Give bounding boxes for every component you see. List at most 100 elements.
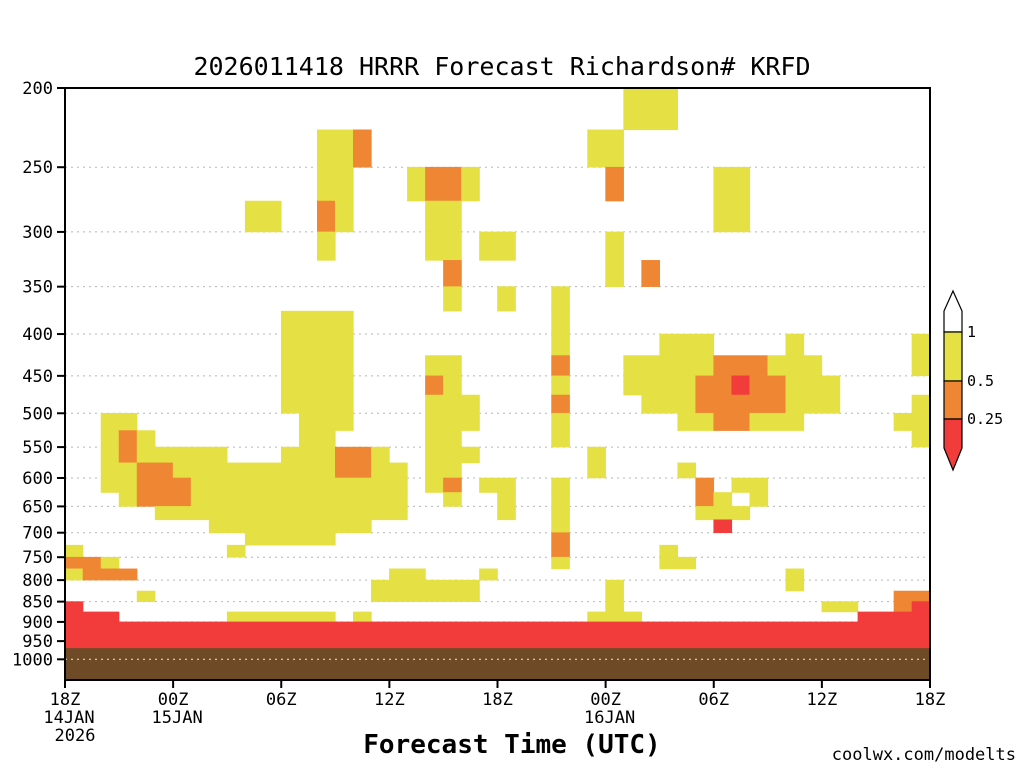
heatmap-cell xyxy=(659,544,679,558)
heatmap-cell xyxy=(551,430,570,448)
y-tick-label: 900 xyxy=(22,613,53,633)
heatmap-cell xyxy=(587,611,642,623)
axes: 200 250 300 350 400 450 500 550 600 650 700 750 8008… xyxy=(12,79,945,746)
heatmap-cell xyxy=(316,129,354,168)
heatmap-cell xyxy=(893,601,913,613)
heatmap-cell xyxy=(605,231,624,261)
colorbar-label: 0.5 xyxy=(967,372,994,390)
x-tick-date-label: 15JAN xyxy=(152,708,203,728)
colorbar-segment-above-1 xyxy=(943,289,963,333)
heatmap-cell xyxy=(100,446,120,464)
y-tick-label: 250 xyxy=(22,158,53,178)
colorbar: 1 0.5 0.25 xyxy=(943,289,1003,472)
heatmap-cell xyxy=(551,556,570,570)
heatmap-cell xyxy=(64,601,84,613)
colorbar-label: 1 xyxy=(967,323,976,341)
heatmap-cell xyxy=(136,590,156,602)
heatmap-cell xyxy=(767,355,823,377)
heatmap-cell xyxy=(821,601,859,613)
heatmap-cell xyxy=(677,412,715,431)
heatmap-cell xyxy=(911,355,931,377)
heatmap-cell xyxy=(190,492,408,507)
surface-terrain-band xyxy=(65,648,930,680)
heatmap-cell xyxy=(713,166,751,202)
heatmap-cell xyxy=(461,166,480,202)
x-tick-label: 00Z xyxy=(590,690,621,710)
heatmap-cell xyxy=(118,492,138,507)
surface-band xyxy=(65,648,930,680)
y-tick-label: 400 xyxy=(22,325,53,345)
y-tick-label: 200 xyxy=(22,79,53,99)
heatmap-cell xyxy=(623,355,715,377)
heatmap-cell xyxy=(64,556,102,570)
heatmap-cell xyxy=(605,590,624,602)
heatmap-cell xyxy=(425,375,444,396)
heatmap-cell xyxy=(893,412,931,431)
heatmap-cell xyxy=(551,492,570,507)
heatmap-cell xyxy=(64,631,931,642)
heatmap-cell xyxy=(100,430,120,448)
heatmap-cell xyxy=(298,412,354,431)
heatmap-cell xyxy=(298,430,336,448)
heatmap-cell xyxy=(605,260,624,287)
heatmap-cell xyxy=(280,446,336,464)
x-tick-label: 18Z xyxy=(50,690,81,710)
heatmap-cell xyxy=(353,129,372,168)
heatmap-cell xyxy=(371,446,390,464)
heatmap-cell xyxy=(425,446,480,464)
watermark-link[interactable]: coolwx.com/modelts xyxy=(832,745,1016,765)
heatmap-cell xyxy=(659,333,715,356)
heatmap-cell xyxy=(857,611,931,623)
y-tick-label: 800 xyxy=(22,571,53,591)
heatmap-cell xyxy=(316,166,354,202)
colorbar-segment-below-0.25 xyxy=(943,418,963,472)
heatmap-cell xyxy=(713,412,751,431)
x-tick-date-label: 14JAN xyxy=(43,708,94,728)
heatmap-cell xyxy=(172,462,336,479)
heatmap-cell xyxy=(190,477,408,493)
y-tick-label: 1000 xyxy=(12,650,53,670)
heatmap-cell xyxy=(425,462,462,479)
heatmap-cell xyxy=(100,477,138,493)
heatmap-cell xyxy=(335,462,372,479)
heatmap-cell xyxy=(226,544,246,558)
heatmap-cell xyxy=(335,200,354,233)
heatmap-cell xyxy=(605,579,624,592)
y-tick-label: 500 xyxy=(22,404,53,424)
heatmap-cell xyxy=(551,375,570,396)
heatmap-cell xyxy=(280,375,354,396)
heatmap-cell xyxy=(280,394,354,414)
y-tick-label: 700 xyxy=(22,524,53,544)
x-axis-title: Forecast Time (UTC) xyxy=(363,730,660,760)
heatmap-cell xyxy=(425,394,480,414)
heatmap-cell xyxy=(785,568,805,581)
heatmap-cell xyxy=(443,260,462,287)
heatmap-cell xyxy=(713,355,769,377)
heatmap-cell xyxy=(695,492,715,507)
y-tick-label: 300 xyxy=(22,223,53,243)
x-tick-label: 00Z xyxy=(158,690,189,710)
chart-title: 2026011418 HRRR Forecast Richardson# KRF… xyxy=(193,52,810,81)
heatmap-cell xyxy=(100,412,138,431)
heatmap-cell xyxy=(497,506,516,521)
heatmap-cell xyxy=(551,412,570,431)
heatmap-cell xyxy=(64,568,84,581)
x-tick-label: 12Z xyxy=(374,690,405,710)
heatmap-cell xyxy=(425,477,444,493)
heatmap-cell xyxy=(371,579,480,592)
heatmap-cell xyxy=(64,611,120,623)
heatmap-cell xyxy=(551,310,570,335)
heatmap-cell xyxy=(785,375,841,396)
heatmap-cell xyxy=(136,492,192,507)
heatmap-cell xyxy=(425,231,462,261)
x-tick-label: 18Z xyxy=(915,690,946,710)
colorbar-segment-0.25-to-0.5 xyxy=(943,380,963,420)
heatmap-cell xyxy=(136,462,174,479)
heatmap-cell xyxy=(587,129,624,168)
heatmap-cell xyxy=(425,200,462,233)
heatmap-cell xyxy=(244,532,336,546)
heatmap-cell xyxy=(551,394,570,414)
heatmap-cell xyxy=(641,260,660,287)
heatmap-cell xyxy=(479,568,498,581)
heatmap-cell xyxy=(335,446,372,464)
